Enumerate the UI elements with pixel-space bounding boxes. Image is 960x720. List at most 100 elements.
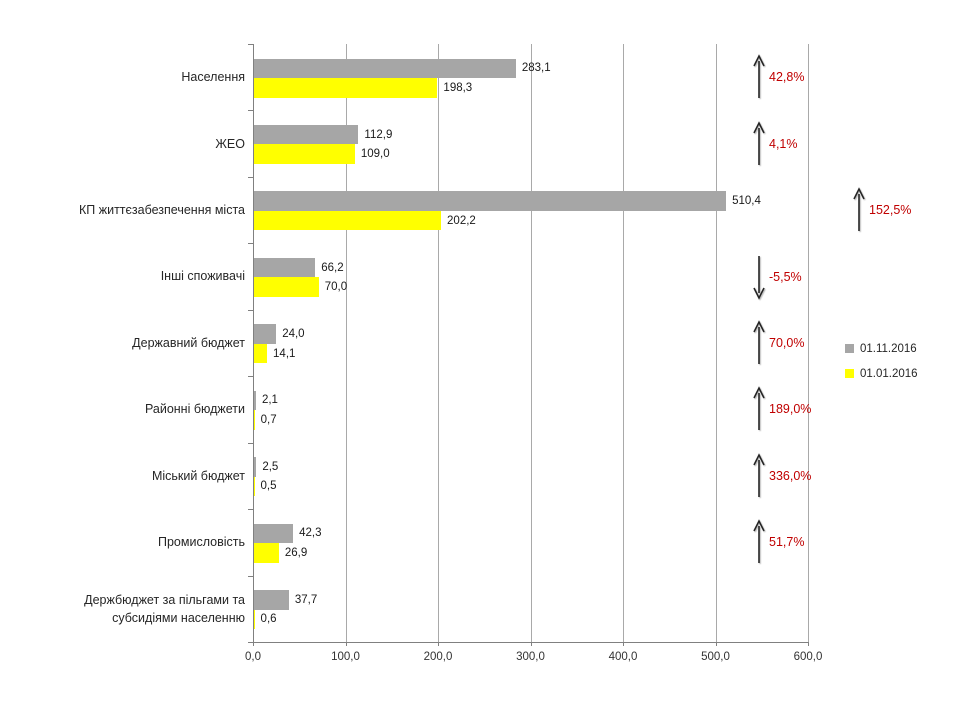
bar-series1 xyxy=(254,58,516,78)
percent-change-label: 42,8% xyxy=(769,70,805,85)
legend: 01.11.2016 01.01.2016 xyxy=(845,336,918,386)
bar-value-label: 510,4 xyxy=(732,195,761,208)
legend-swatch-icon xyxy=(845,369,854,378)
bar-series1 xyxy=(254,324,277,344)
bar-value-label: 42,3 xyxy=(299,527,322,540)
category-axis-tick xyxy=(248,110,253,112)
bar-value-label: 109,0 xyxy=(360,148,390,161)
category-axis-tick xyxy=(248,44,253,45)
bar-value-label: 0,6 xyxy=(260,613,277,626)
category-label: Інші споживачі xyxy=(160,269,245,284)
category-label: ЖЕО xyxy=(215,136,245,151)
category-axis-tick xyxy=(248,243,253,245)
bar-series2 xyxy=(254,609,255,630)
bar-value-label: 70,0 xyxy=(324,281,348,294)
legend-label: 01.01.2016 xyxy=(860,367,918,380)
x-axis-tick xyxy=(715,642,717,646)
arrow-up-icon xyxy=(752,519,766,565)
x-axis-line xyxy=(248,642,808,643)
bar-series2 xyxy=(254,210,442,231)
bar-series1 xyxy=(254,124,359,145)
arrow-up-icon xyxy=(752,120,766,167)
category-axis-tick xyxy=(248,642,253,643)
percent-change-label: 51,7% xyxy=(769,535,805,550)
bar-series2 xyxy=(254,144,355,164)
arrow-up-icon xyxy=(752,386,766,432)
bar-value-label: 14,1 xyxy=(273,347,296,360)
x-axis-tick xyxy=(808,642,809,646)
x-axis-tick xyxy=(253,642,254,646)
x-axis-tick xyxy=(530,642,532,646)
bar-value-label: 24,0 xyxy=(282,328,305,341)
x-axis-tick xyxy=(623,642,624,646)
x-axis-tick xyxy=(438,642,439,646)
percent-change-label: 189,0% xyxy=(769,402,812,417)
percent-change-label: 336,0% xyxy=(769,468,812,483)
percent-change-label: -5,5% xyxy=(769,269,802,284)
category-label: Державний бюджет xyxy=(132,335,245,350)
bar-value-label: 198,3 xyxy=(443,81,473,94)
legend-label: 01.11.2016 xyxy=(860,342,917,355)
gridline xyxy=(345,44,347,642)
category-axis-tick xyxy=(248,376,253,378)
percent-change-label: 70,0% xyxy=(769,335,805,350)
category-axis-tick xyxy=(248,575,253,577)
y-axis-line xyxy=(253,44,254,642)
bar-series1 xyxy=(254,390,256,411)
gridline xyxy=(623,44,624,642)
gridline xyxy=(715,44,717,642)
category-axis-tick xyxy=(248,509,253,511)
bar-series1 xyxy=(254,590,289,610)
arrow-down-icon xyxy=(752,254,766,300)
bar-series1 xyxy=(254,457,257,477)
percent-change-label: 152,5% xyxy=(869,203,912,218)
category-label: Держбюджет за пільгами та субсидіями нас… xyxy=(84,592,245,625)
gridline xyxy=(438,44,439,642)
category-label: КП життєзабезпечення міста xyxy=(79,203,245,218)
gridline xyxy=(530,44,532,642)
legend-item: 01.11.2016 xyxy=(845,336,918,361)
bar-series2 xyxy=(254,410,255,430)
bar-value-label: 2,5 xyxy=(262,460,279,473)
legend-item: 01.01.2016 xyxy=(845,361,918,386)
bar-series2 xyxy=(254,277,319,297)
bar-value-label: 26,9 xyxy=(284,546,308,559)
bar-value-label: 0,5 xyxy=(260,480,277,493)
category-axis-tick xyxy=(248,309,253,311)
x-axis-tick-label: 0,0 xyxy=(245,651,261,663)
x-axis-tick xyxy=(345,642,347,646)
bar-series1 xyxy=(254,523,294,544)
x-axis-tick-label: 100,0 xyxy=(331,651,360,663)
category-label: Районні бюджети xyxy=(144,402,245,417)
category-label: Міський бюджет xyxy=(151,468,245,483)
bar-value-label: 112,9 xyxy=(364,128,393,141)
bar-series1 xyxy=(254,191,727,211)
category-label: Промисловість xyxy=(157,535,245,550)
bar-value-label: 202,2 xyxy=(447,214,476,227)
arrow-up-icon xyxy=(752,453,766,499)
bar-value-label: 2,1 xyxy=(261,394,278,407)
gridline xyxy=(808,44,809,642)
category-axis-tick xyxy=(248,176,253,178)
bar-series2 xyxy=(254,78,438,98)
bar-value-label: 0,7 xyxy=(260,413,277,426)
x-axis-tick-label: 200,0 xyxy=(423,651,453,663)
x-axis-tick-label: 500,0 xyxy=(701,651,730,663)
arrow-up-icon xyxy=(752,320,766,366)
bar-value-label: 66,2 xyxy=(321,261,344,274)
x-axis-tick-label: 400,0 xyxy=(608,651,638,663)
x-axis-tick-label: 600,0 xyxy=(793,651,823,663)
bar-value-label: 283,1 xyxy=(521,62,551,75)
arrow-up-icon xyxy=(752,54,766,100)
x-axis-tick-label: 300,0 xyxy=(516,651,545,663)
bar-value-label: 37,7 xyxy=(294,593,318,606)
legend-swatch-icon xyxy=(845,344,854,353)
bar-series2 xyxy=(254,543,279,563)
bar-series1 xyxy=(254,257,316,278)
bar-series2 xyxy=(254,343,268,364)
category-label: Населення xyxy=(181,70,245,85)
arrow-up-icon xyxy=(852,187,866,233)
category-axis-tick xyxy=(248,442,253,444)
